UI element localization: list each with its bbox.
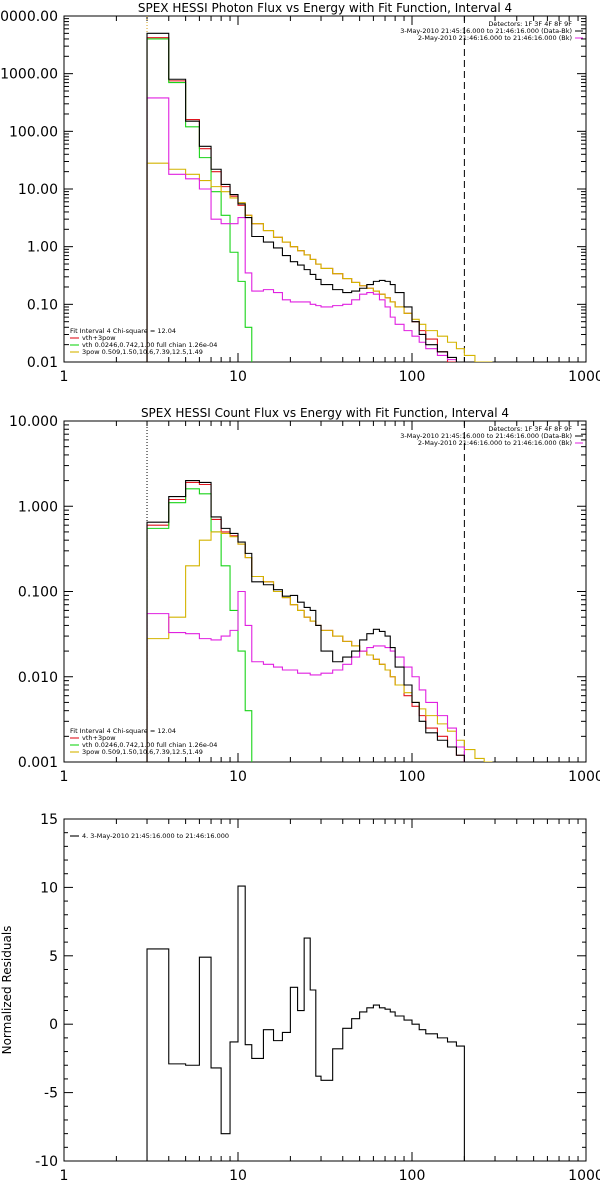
series-line-0-2 [146, 38, 253, 362]
legend-text-0-1: vth+3pow [82, 334, 116, 342]
y-tick-label-0: 0.01 [27, 355, 58, 371]
y-tick-label-1: 10.000 [9, 414, 58, 430]
header-text-1-2: 2-May-2010 21:46:16.000 to 21:46:16.000 … [418, 439, 572, 447]
header-text-1-1: 3-May-2010 21:45:16.000 to 21:46:16.000 … [400, 432, 572, 440]
series-line-2-0 [146, 885, 465, 1161]
y-tick-label-0: 1000.00 [0, 67, 58, 83]
chart-title-1: SPEX HESSI Count Flux vs Energy with Fit… [141, 406, 509, 420]
series-line-1-2 [146, 488, 253, 762]
y-tick-label-2: -10 [35, 1154, 58, 1170]
header-text-1-0: Detectors: 1F 3F 4F 8F 9F [488, 425, 572, 433]
x-tick-label-0: 10 [229, 369, 247, 385]
x-tick-label-2: 1000 [568, 1168, 600, 1184]
plot-frame-1 [63, 420, 587, 763]
legend-text-1-3: 3pow 0.509,1.50,10.6,7.39,12.5,1.49 [82, 748, 203, 756]
x-tick-label-0: 1000 [568, 369, 600, 385]
y-tick-label-2: 15 [40, 812, 58, 828]
y-tick-label-0: 1.00 [27, 240, 58, 256]
y-tick-label-1: 0.100 [18, 585, 58, 601]
y-tick-label-2: 10 [40, 880, 58, 896]
x-tick-label-1: 1 [60, 769, 69, 785]
series-line-0-4 [146, 97, 465, 362]
header-text-0-0: Detectors: 1F 3F 4F 8F 9F [488, 20, 572, 28]
y-tick-label-2: -5 [44, 1086, 58, 1102]
x-tick-label-0: 100 [399, 369, 426, 385]
series-line-0-0 [146, 32, 465, 362]
legend-text-1-1: vth+3pow [82, 734, 116, 742]
y-tick-label-1: 1.000 [18, 499, 58, 515]
header-text-0-2: 2-May-2010 21:46:16.000 to 21:46:16.000 … [418, 34, 572, 42]
series-line-1-3 [146, 531, 493, 762]
series-line-0-1 [146, 37, 465, 362]
header-text-0-1: 3-May-2010 21:45:16.000 to 21:46:16.000 … [400, 27, 572, 35]
legend-text-0-2: vth 0.0246,0.742,1.00 full chian 1.26e-0… [82, 341, 217, 349]
y-tick-label-0: 10.00 [18, 182, 58, 198]
chart-title-0: SPEX HESSI Photon Flux vs Energy with Fi… [138, 1, 512, 15]
y-tick-label-2: 5 [49, 949, 58, 965]
legend-text-0-0: Fit Interval 4 Chi-square = 12.04 [70, 327, 176, 335]
legend-text-1-0: Fit Interval 4 Chi-square = 12.04 [70, 727, 176, 735]
plot-frame-0 [63, 15, 587, 363]
y-tick-label-2: 0 [49, 1017, 58, 1033]
x-tick-label-1: 1000 [568, 769, 600, 785]
series-line-1-1 [146, 481, 465, 762]
x-tick-label-0: 1 [60, 369, 69, 385]
x-tick-label-2: 10 [229, 1168, 247, 1184]
x-tick-label-1: 100 [399, 769, 426, 785]
legend-text-2-0: 4. 3-May-2010 21:45:16.000 to 21:46:16.0… [82, 832, 229, 840]
x-tick-label-2: 100 [399, 1168, 426, 1184]
y-tick-label-1: 0.001 [18, 755, 58, 771]
x-tick-label-1: 10 [229, 769, 247, 785]
y-axis-label-2: Normalized Residuals [0, 926, 14, 1055]
series-line-0-3 [146, 162, 493, 362]
y-tick-label-0: 0.10 [27, 297, 58, 313]
series-line-1-4 [146, 590, 465, 762]
x-tick-label-2: 1 [60, 1168, 69, 1184]
series-line-1-0 [146, 480, 465, 762]
legend-text-0-3: 3pow 0.509,1.50,10.6,7.39,12.5,1.49 [82, 348, 203, 356]
legend-text-1-2: vth 0.0246,0.742,1.00 full chian 1.26e-0… [82, 741, 217, 749]
y-tick-label-1: 0.010 [18, 670, 58, 686]
plot-frame-2 [63, 818, 587, 1162]
y-tick-label-0: 100.00 [9, 124, 58, 140]
